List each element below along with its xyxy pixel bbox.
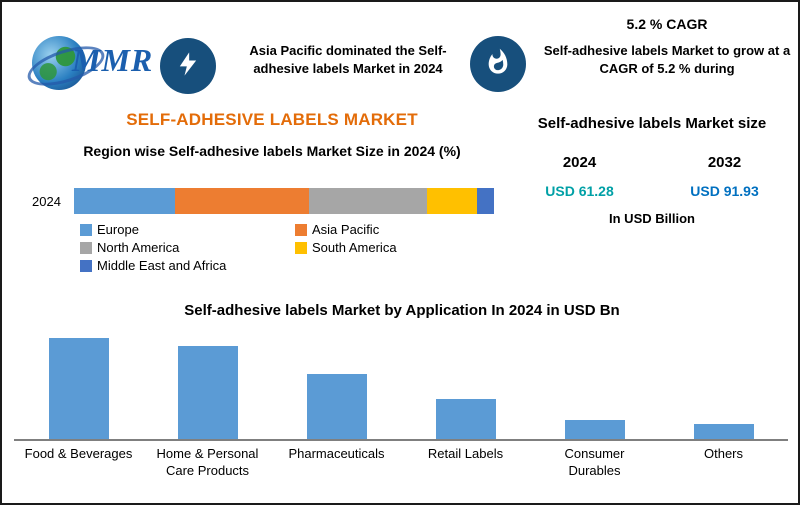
legend-swatch [295,223,307,236]
application-labels: Food & Beverages Home & Personal Care Pro… [14,446,788,480]
market-size-panel: Self-adhesive labels Market size 2024 20… [507,114,797,226]
bar-label: Home & Personal Care Products [156,446,259,478]
stacked-segment-south-america [426,188,478,214]
lightning-badge [160,38,216,94]
legend-swatch [80,259,92,272]
cagr-title: 5.2 % CAGR [626,16,708,32]
legend-item: Asia Pacific [295,222,510,237]
stacked-segment-north-america [309,188,427,214]
legend-item: North America [80,240,295,255]
legend-swatch [295,241,307,254]
market-size-title: Self-adhesive labels Market size [537,115,767,132]
flame-icon [484,48,512,81]
bar [306,374,367,439]
bar [564,420,625,439]
bar-column [143,330,272,439]
legend-swatch [80,241,92,254]
bar [48,337,109,439]
region-legend: Europe Asia Pacific North America South Ame… [80,222,510,273]
dominance-note: Asia Pacific dominated the Self-adhesive… [249,43,447,76]
legend-item: Middle East and Africa [80,258,295,273]
region-axis-label: 2024 [32,193,61,209]
bar-label: Consumer Durables [564,446,625,478]
legend-label: South America [312,240,397,255]
market-title: SELF-ADHESIVE LABELS MARKET [126,110,418,129]
lightning-icon [174,50,202,83]
year-2032-label: 2032 [707,154,742,172]
mmr-logo: MMR [23,34,182,94]
bar-label: Pharmaceuticals [288,446,385,461]
logo-text: MMR [72,42,154,78]
stacked-bar [74,188,494,214]
bar-label: Food & Beverages [24,446,133,461]
legend-label: Europe [97,222,139,237]
legend-label: Asia Pacific [312,222,380,237]
legend-item: South America [295,240,510,255]
region-chart-title: Region wise Self-adhesive labels Market … [83,143,461,159]
year-2024-label: 2024 [562,154,597,172]
stacked-segment-europe [74,188,175,214]
globe-icon [32,36,86,90]
market-unit: In USD Billion [609,211,695,227]
legend-label: North America [97,240,180,255]
application-chart [14,330,788,441]
application-chart-title: Self-adhesive labels Market by Applicati… [184,302,620,319]
region-chart-row: 2024 [32,188,494,214]
market-value-2032: USD 91.93 [690,183,759,200]
bar-column [659,330,788,439]
bar-label: Retail Labels [427,446,504,461]
legend-label: Middle East and Africa [97,258,227,273]
legend-item: Europe [80,222,295,237]
bar [177,346,238,439]
bar-column [272,330,401,439]
stacked-segment-middle-east-and-africa [477,188,494,214]
bar-column [14,330,143,439]
stacked-segment-asia-pacific [174,188,310,214]
market-value-2024: USD 61.28 [545,183,614,200]
legend-swatch [80,223,92,236]
bar [435,399,496,439]
bar-label: Others [703,446,743,461]
bar-column [401,330,530,439]
bar [693,424,754,439]
flame-badge [470,36,526,92]
bar-column [530,330,659,439]
cagr-text: Self-adhesive labels Market to grow at a… [543,43,791,76]
